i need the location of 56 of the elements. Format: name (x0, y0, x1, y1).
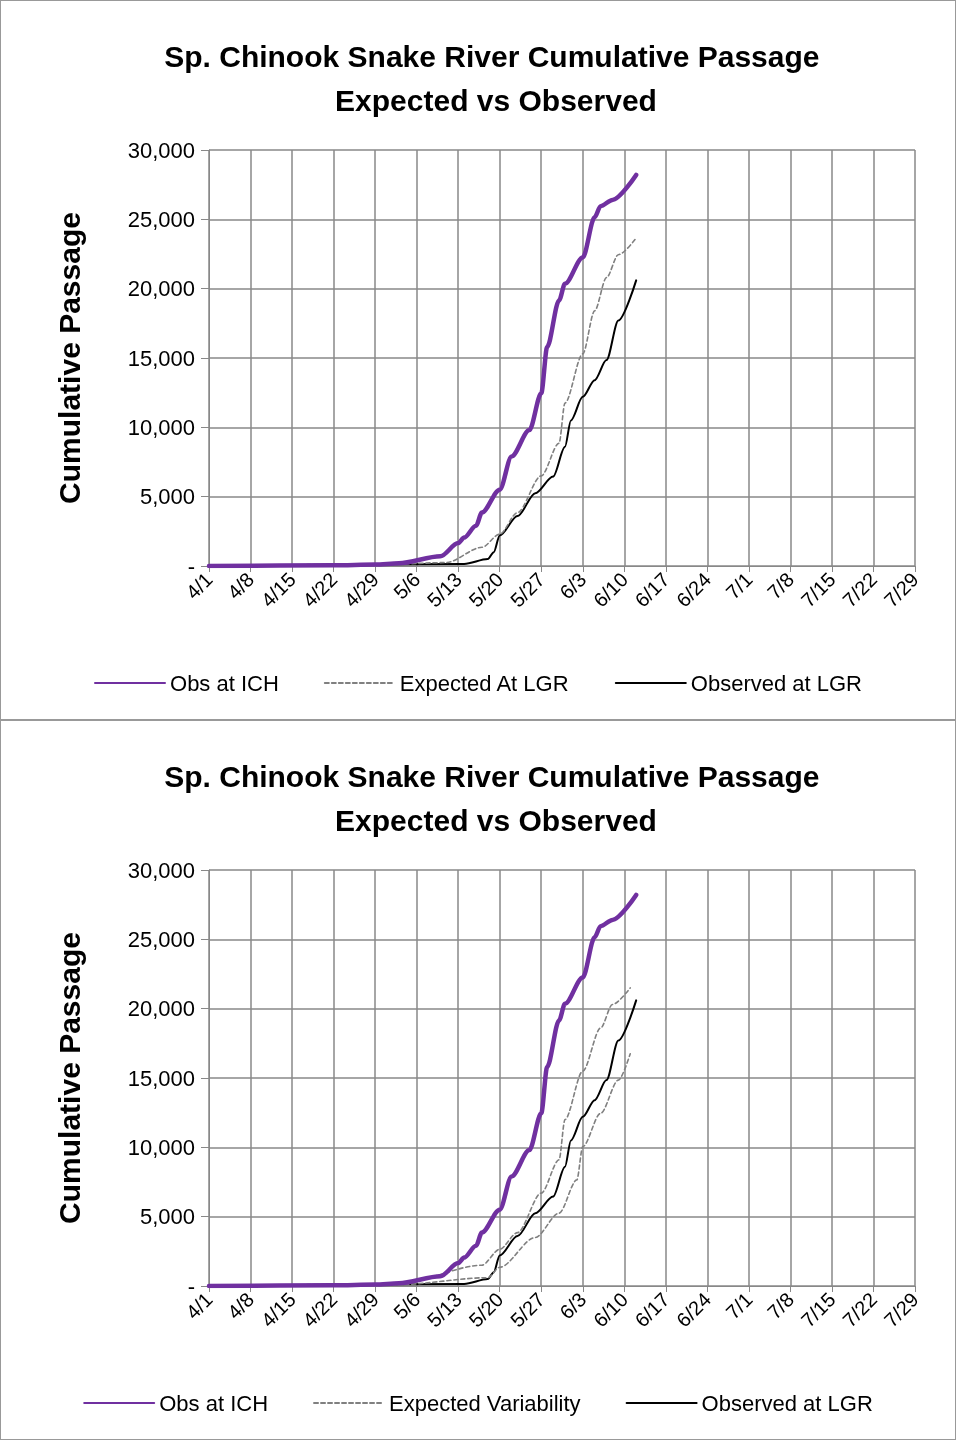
legend-label: Observed at LGR (701, 1390, 873, 1416)
x-tick-label: 6/3 (555, 1288, 591, 1324)
y-tick-label: 10,000 (127, 414, 195, 440)
x-tick-label: 7/22 (838, 568, 882, 612)
y-tick-label: - (187, 1273, 195, 1299)
x-tick-label: 7/8 (762, 568, 799, 604)
x-tick-label: 4/22 (298, 568, 342, 612)
y-tick-label: 5,000 (139, 1204, 195, 1230)
legend-label: Obs at ICH (170, 670, 279, 696)
x-tick-label: 4/29 (339, 568, 383, 612)
x-tick-label: 7/15 (796, 568, 840, 612)
x-tick-label: 6/10 (589, 568, 633, 612)
x-tick-label: 4/29 (339, 1288, 383, 1332)
x-tick-label: 7/22 (838, 1288, 882, 1332)
x-tick-label: 4/8 (223, 1288, 259, 1324)
x-tick-label: 5/6 (389, 1288, 425, 1324)
y-tick-label: 30,000 (127, 857, 195, 883)
x-tick-label: 7/29 (879, 568, 923, 612)
x-tick-label: 4/15 (256, 1288, 300, 1332)
y-tick-label: 5,000 (139, 484, 195, 510)
legend-label: Expected Variability (389, 1390, 581, 1416)
y-tick-label: 20,000 (127, 276, 195, 302)
y-tick-label: 15,000 (127, 345, 195, 371)
x-tick-label: 5/13 (422, 1288, 466, 1332)
x-tick-label: 5/20 (464, 568, 508, 612)
y-tick-label: 25,000 (127, 926, 195, 952)
x-tick-label: 5/6 (389, 568, 425, 604)
y-tick-label: - (187, 553, 195, 579)
x-tick-label: 4/8 (223, 568, 259, 604)
y-tick-label: 15,000 (127, 1065, 195, 1091)
x-tick-label: 6/17 (630, 568, 674, 612)
x-tick-label: 5/20 (464, 1288, 508, 1332)
x-tick-label: 7/29 (879, 1288, 923, 1332)
x-tick-label: 7/15 (796, 1288, 840, 1332)
x-tick-label: 6/10 (589, 1288, 633, 1332)
legend-label: Obs at ICH (159, 1390, 269, 1416)
x-tick-label: 4/15 (256, 568, 300, 612)
x-tick-label: 6/17 (630, 1288, 674, 1332)
x-tick-label: 5/13 (422, 568, 466, 612)
x-tick-label: 7/8 (762, 1288, 799, 1324)
y-tick-label: 20,000 (127, 996, 195, 1022)
x-tick-label: 6/3 (555, 568, 591, 604)
y-axis-title: Cumulative Passage (52, 212, 86, 504)
y-tick-label: 30,000 (127, 137, 195, 163)
x-tick-label: 7/1 (721, 568, 757, 604)
y-tick-label: 25,000 (127, 206, 195, 232)
y-axis-title: Cumulative Passage (52, 932, 86, 1224)
y-tick-label: 10,000 (127, 1134, 195, 1160)
x-tick-label: 7/1 (721, 1288, 757, 1324)
chart-title: Sp. Chinook Snake River Cumulative Passage Expected vs Observed (164, 39, 828, 117)
chart-title: Sp. Chinook Snake River Cumulative Passage Expected vs Observed (164, 759, 828, 837)
x-tick-label: 4/22 (298, 1288, 342, 1332)
x-tick-label: 6/24 (672, 568, 716, 612)
legend-label: Expected At LGR (399, 670, 569, 696)
legend-label: Observed at LGR (690, 670, 862, 696)
x-tick-label: 6/24 (672, 1288, 716, 1332)
